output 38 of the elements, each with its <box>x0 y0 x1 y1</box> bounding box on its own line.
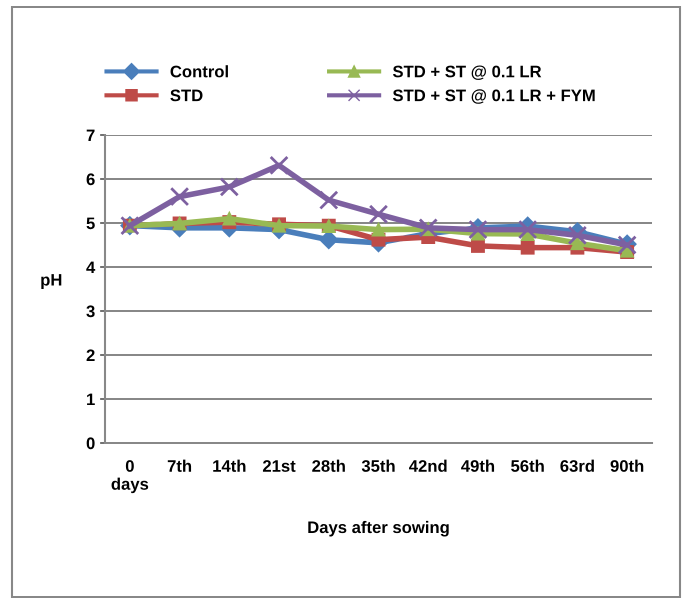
point <box>418 218 438 238</box>
x-tick-label: 14th <box>213 460 246 472</box>
point <box>170 186 190 206</box>
point <box>372 222 386 237</box>
point <box>368 204 388 224</box>
x-tick-label: 42nd <box>409 460 447 472</box>
x-tick-label: 35th <box>362 460 395 472</box>
x-tick-label: 7th <box>168 460 192 472</box>
point <box>520 240 535 255</box>
y-tick-label: 2 <box>86 349 95 362</box>
x-tick-label: 21st <box>262 460 296 472</box>
x-tick-label: 28th <box>312 460 345 472</box>
point <box>471 238 485 253</box>
legend-label: STD + ST @ 0.1 LR <box>392 65 542 80</box>
y-tick-label: 4 <box>86 262 96 274</box>
point <box>222 212 236 226</box>
legend-label: STD + ST @ 0.1 LR + FYM <box>392 89 595 104</box>
x-tick-label: 56th <box>511 460 544 472</box>
x-tick-label: 63rd <box>560 460 594 472</box>
y-tick-label: 6 <box>86 173 95 186</box>
legend-label: Control <box>170 65 228 78</box>
point <box>568 226 588 246</box>
y-tick-label: 7 <box>86 130 95 142</box>
y-tick-label: 1 <box>87 394 95 406</box>
point <box>319 190 338 210</box>
point <box>570 236 584 250</box>
y-tick-label: 5 <box>86 218 95 230</box>
legend-label: STD <box>170 90 202 102</box>
point <box>220 177 240 197</box>
point <box>269 156 289 176</box>
y-tick-label: 3 <box>86 305 95 318</box>
x-axis-title: Days after sowing <box>308 520 449 537</box>
point <box>518 220 538 240</box>
x-tick-label: 90th <box>610 460 644 472</box>
x-tick-label: 0 days <box>112 460 148 494</box>
x-tick-label: 49th <box>461 460 494 472</box>
y-tick-label: 0 <box>86 437 95 450</box>
y-axis-title: pH <box>41 274 62 289</box>
